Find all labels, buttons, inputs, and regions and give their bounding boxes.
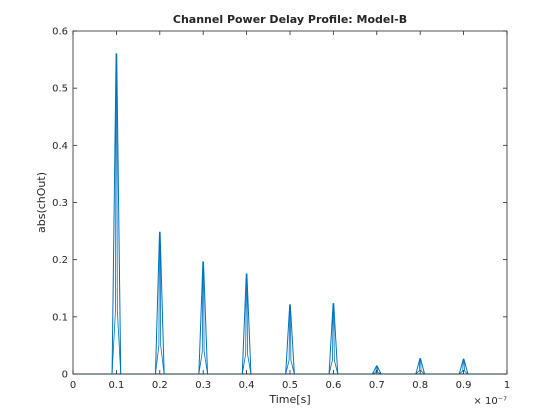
x-tick-label: 0.9 [456,380,472,391]
y-tick-label: 0 [62,370,68,381]
x-tick-label: 0 [70,380,76,391]
chart-title: Channel Power Delay Profile: Model-B [173,13,407,26]
y-tick-label: 0.1 [52,312,68,323]
plot-area [73,31,507,374]
y-axis-label: abs(chOut) [35,172,48,233]
x-tick-label: 0.5 [282,380,298,391]
series-peak-inner [285,304,295,375]
x-tick-label: 0.6 [325,380,341,391]
x-tick-label: 0.3 [195,380,211,391]
x-tick-label: 1 [504,380,510,391]
x-tick-label: 0.1 [108,380,124,391]
x-tick-label: 0.2 [152,380,168,391]
x-axis-label: Time[s] [268,393,310,406]
x-axis-ticks: 0 0.1 0.2 0.3 0.4 0.5 0.6 0.7 0.8 0.9 1 [70,31,510,391]
y-tick-label: 0.5 [52,84,68,95]
x-tick-label: 0.8 [412,380,428,391]
x-axis-exponent-label: × 10⁻⁷ [473,396,507,407]
series-layer [73,53,507,375]
y-tick-label: 0.4 [52,141,68,152]
series-peak-inner [415,358,425,375]
series-peak-inner [111,53,122,375]
series-peak-inner [458,359,469,375]
y-tick-label: 0.2 [52,255,68,266]
series-peak-inner [241,273,252,375]
y-tick-label: 0.3 [52,198,68,209]
series-peak-inner [372,364,382,375]
series-peak-inner [155,232,165,375]
series-peak-inner [198,261,208,375]
y-axis-ticks: 0 0.1 0.2 0.3 0.4 0.5 0.6 [52,27,507,381]
x-tick-label: 0.4 [239,380,255,391]
series-peak-inner [328,303,339,375]
x-tick-label: 0.7 [369,380,385,391]
y-tick-label: 0.6 [52,27,68,38]
